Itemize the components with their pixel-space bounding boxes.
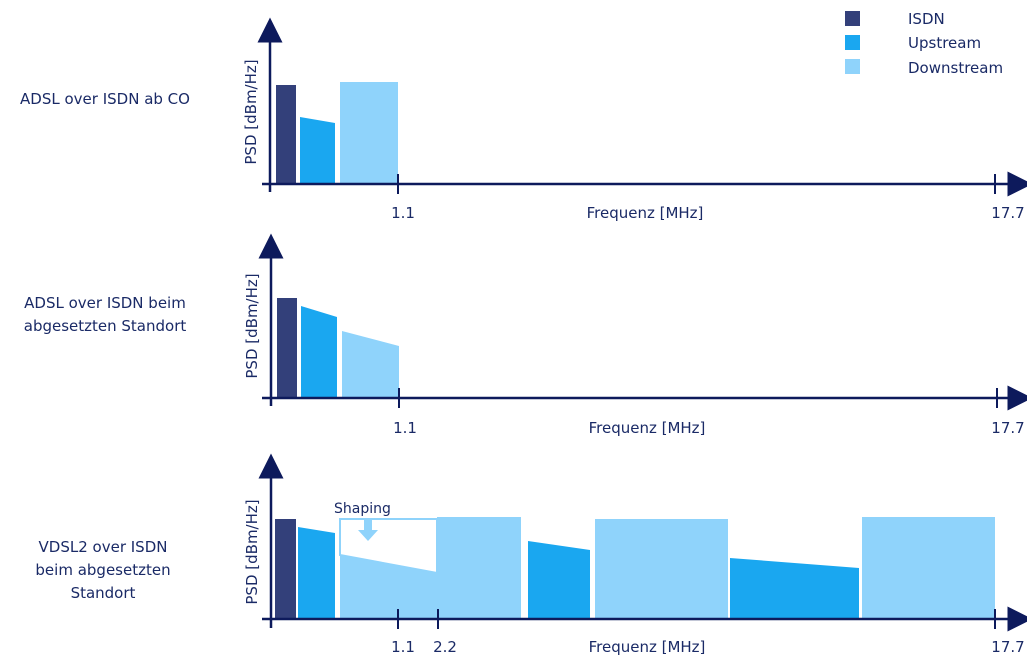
y-axis-label: PSD [dBm/Hz] xyxy=(242,59,260,164)
tick-label-1-1: 1.1 xyxy=(391,638,415,656)
legend-swatch-isdn xyxy=(845,11,860,26)
legend-label-upstream: Upstream xyxy=(908,34,981,52)
row-label-line-2: beim abgesetzten xyxy=(35,561,170,579)
downstream-band xyxy=(340,82,398,184)
shaping-arrow-icon xyxy=(358,519,378,541)
upstream-band xyxy=(301,306,337,398)
upstream-band xyxy=(300,117,335,184)
downstream-band-shaped xyxy=(340,517,521,619)
y-axis-label: PSD [dBm/Hz] xyxy=(243,499,261,604)
row-label-line-1: ADSL over ISDN beim xyxy=(24,294,186,312)
legend-swatch-upstream xyxy=(845,35,860,50)
panel-adsl-co: ADSL over ISDN ab CO PSD [dBm/Hz] 1.1 Fr… xyxy=(20,17,1027,222)
downstream-band xyxy=(342,331,399,398)
row-label-line-1: VDSL2 over ISDN xyxy=(39,538,168,556)
tick-label-17-7: 17.7 xyxy=(991,419,1024,437)
tick-label-1-1: 1.1 xyxy=(391,204,415,222)
tick-label-17-7: 17.7 xyxy=(991,204,1024,222)
upstream-band-3 xyxy=(730,558,859,619)
downstream-band-3 xyxy=(862,517,995,619)
row-label-line-3: Standort xyxy=(71,584,136,602)
isdn-band xyxy=(277,298,297,398)
legend: ISDN Upstream Downstream xyxy=(845,10,1003,77)
legend-swatch-downstream xyxy=(845,59,860,74)
row-label-line-2: abgesetzten Standort xyxy=(24,317,187,335)
tick-label-1-1: 1.1 xyxy=(393,419,417,437)
x-axis-label: Frequenz [MHz] xyxy=(589,419,706,437)
legend-label-isdn: ISDN xyxy=(908,10,945,28)
panel-vdsl2-remote: VDSL2 over ISDN beim abgesetzten Standor… xyxy=(35,453,1027,656)
tick-label-17-7: 17.7 xyxy=(991,638,1024,656)
isdn-band xyxy=(275,519,296,619)
isdn-band xyxy=(276,85,296,184)
tick-label-2-2: 2.2 xyxy=(433,638,457,656)
shaping-label: Shaping xyxy=(334,501,391,517)
y-axis-label: PSD [dBm/Hz] xyxy=(243,273,261,378)
downstream-band-2 xyxy=(595,519,728,619)
upstream-band xyxy=(298,527,335,619)
panel-adsl-remote: ADSL over ISDN beim abgesetzten Standort… xyxy=(24,233,1027,437)
x-axis-label: Frequenz [MHz] xyxy=(589,638,706,656)
x-axis-label: Frequenz [MHz] xyxy=(587,204,704,222)
row-label: ADSL over ISDN ab CO xyxy=(20,90,190,108)
upstream-band-2 xyxy=(528,541,590,619)
legend-label-downstream: Downstream xyxy=(908,59,1003,77)
